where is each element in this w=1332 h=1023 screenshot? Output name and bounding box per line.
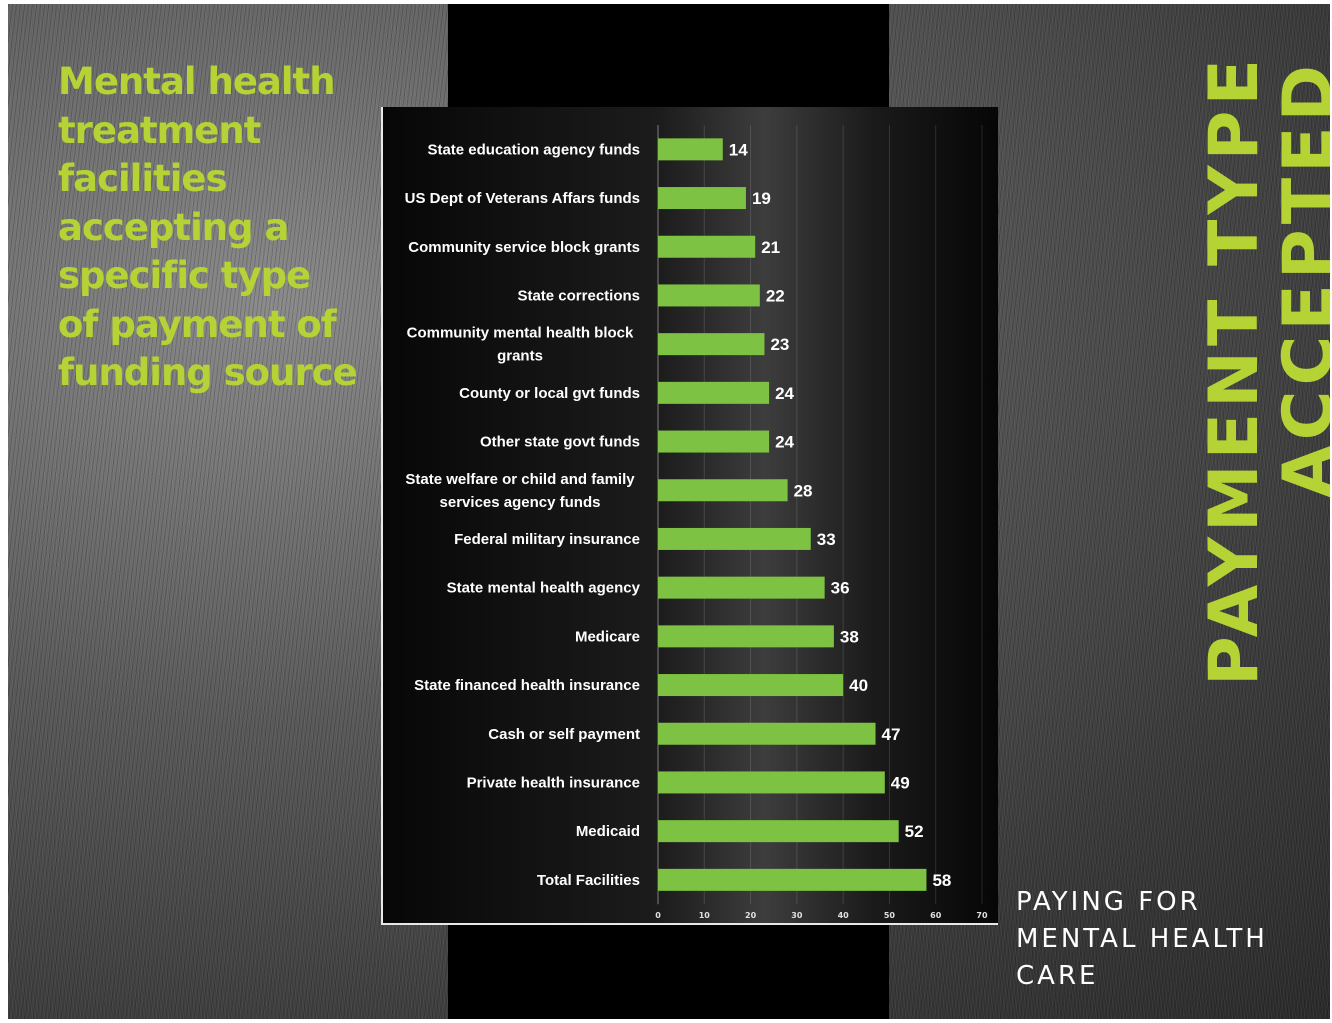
x-tick-label: 60 <box>930 911 942 920</box>
x-tick-label: 0 <box>655 911 661 920</box>
bar <box>658 527 811 550</box>
background-grass: Mental health treatment facilities accep… <box>8 4 1330 1019</box>
x-tick-label: 10 <box>699 911 711 920</box>
caption-line-1: PAYING FOR <box>1016 887 1201 917</box>
data-label: 14 <box>729 140 748 159</box>
category-label: Federal military insurance <box>454 531 640 548</box>
bar <box>658 771 885 794</box>
data-label: 58 <box>932 871 951 890</box>
bar <box>658 235 756 258</box>
bar <box>658 333 765 356</box>
data-label: 24 <box>775 384 794 403</box>
category-label: Medicare <box>575 628 640 645</box>
category-label: Community service block grants <box>408 239 640 256</box>
bar <box>658 722 876 745</box>
bar <box>658 868 927 891</box>
data-label: 21 <box>761 238 780 257</box>
category-label: County or local gvt funds <box>459 385 640 402</box>
category-label: State corrections <box>517 287 640 304</box>
bar <box>658 576 825 599</box>
bar <box>658 674 844 697</box>
data-label: 23 <box>770 335 789 354</box>
vertical-title-line-2: ACCEPTED <box>1269 60 1330 499</box>
data-label: 22 <box>766 286 785 305</box>
bar <box>658 187 746 210</box>
data-label: 28 <box>794 481 813 500</box>
caption-line-2: MENTAL HEALTH <box>1016 924 1268 954</box>
bar <box>658 381 770 404</box>
data-label: 33 <box>817 530 836 549</box>
x-tick-label: 40 <box>838 911 850 920</box>
category-label: Medicaid <box>576 823 640 840</box>
chart-svg: 0 10 20 30 40 50 60 70 14 State education agency … <box>405 125 988 920</box>
category-label: State education agency funds <box>427 141 640 158</box>
data-label: 40 <box>849 676 868 695</box>
category-label: US Dept of Veterans Affars funds <box>405 190 640 207</box>
side-heading: Mental health treatment facilities accep… <box>58 60 358 394</box>
bar <box>658 625 834 648</box>
x-tick-label: 30 <box>791 911 803 920</box>
data-label: 24 <box>775 433 794 452</box>
bar-chart: 0 10 20 30 40 50 60 70 14 State education agency … <box>381 107 998 925</box>
vertical-title: PAYMENT TYPE ACCEPTED <box>1195 54 1330 686</box>
bar <box>658 479 788 502</box>
data-label: 19 <box>752 189 771 208</box>
category-label: Cash or self payment <box>488 726 640 743</box>
category-label: Private health insurance <box>467 774 640 791</box>
category-label: State mental health agency <box>447 580 641 597</box>
category-label: Other state govt funds <box>480 434 640 451</box>
category-label: State welfare or child and family service… <box>405 471 635 511</box>
vertical-title-line-1: PAYMENT TYPE <box>1195 54 1274 686</box>
bar <box>658 430 770 453</box>
caption-line-3: CARE <box>1016 961 1099 991</box>
data-label: 52 <box>905 822 924 841</box>
x-tick-label: 70 <box>976 911 988 920</box>
category-label: Community mental health block grants <box>407 325 634 365</box>
bar <box>658 820 899 843</box>
category-label: State financed health insurance <box>414 677 640 694</box>
data-label: 47 <box>882 725 901 744</box>
bottom-caption: PAYING FOR MENTAL HEALTH CARE <box>1016 884 1316 995</box>
bar <box>658 284 760 307</box>
data-label: 36 <box>831 579 850 598</box>
category-label: Total Facilities <box>537 872 640 889</box>
data-label: 38 <box>840 627 859 646</box>
x-tick-label: 50 <box>884 911 896 920</box>
data-label: 49 <box>891 773 910 792</box>
x-tick-label: 20 <box>745 911 757 920</box>
bar <box>658 138 723 161</box>
